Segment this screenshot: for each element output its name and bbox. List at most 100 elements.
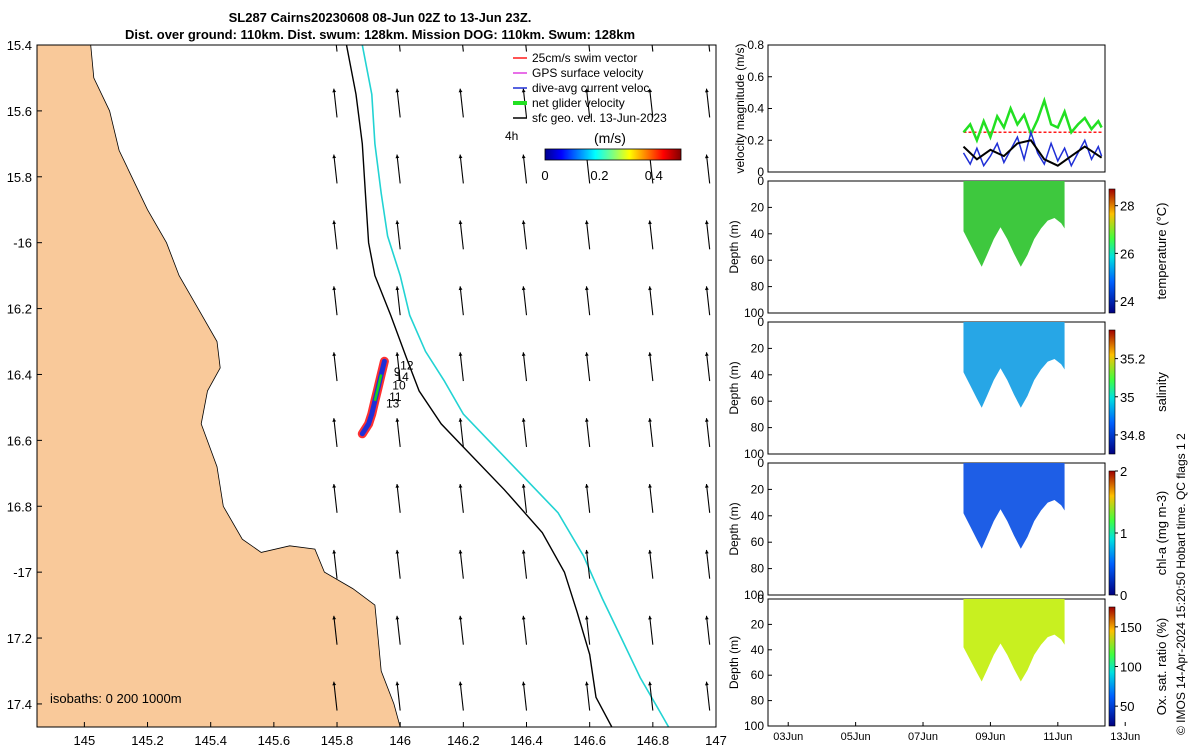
current-vector-head xyxy=(648,23,652,27)
map-x-tick-label: 145 xyxy=(74,733,96,748)
chla-profile-field xyxy=(963,463,1065,549)
current-vector xyxy=(396,483,401,513)
current-vector xyxy=(585,220,591,250)
current-vector xyxy=(649,615,654,645)
chla-colorbar-tick-label: 2 xyxy=(1120,464,1127,479)
current-vector-head xyxy=(648,615,652,620)
salinity-colorbar-label: salinity xyxy=(1154,372,1169,412)
current-vector xyxy=(522,483,528,513)
current-vector-head xyxy=(584,549,589,554)
current-vector xyxy=(705,154,711,184)
coastline-land xyxy=(37,45,401,727)
map-y-tick-label: 15.4 xyxy=(7,38,32,53)
current-vector xyxy=(459,681,464,711)
speed-colorbar-tick: 0.4 xyxy=(645,168,663,183)
current-vector xyxy=(585,286,591,316)
chla-y-axis-label: Depth (m) xyxy=(727,502,741,555)
legend-entry: sfc geo. vel. 13-Jun-2023 xyxy=(532,111,667,125)
current-vector xyxy=(459,615,464,645)
current-vector-head xyxy=(521,352,526,356)
map-y-tick-label: 16.2 xyxy=(7,302,32,317)
current-vector xyxy=(459,220,464,250)
current-vector xyxy=(705,681,711,711)
map-y-tick-label: 16.6 xyxy=(7,433,32,448)
chla-y-tick-label: 100 xyxy=(744,588,764,602)
track-day-label: 12 xyxy=(400,359,414,373)
current-vector-head xyxy=(395,484,400,488)
current-vector-head xyxy=(521,418,526,422)
oxygen-y-tick-label: 80 xyxy=(751,694,765,708)
current-vector xyxy=(459,483,464,513)
temperature-colorbar-tick-label: 24 xyxy=(1120,294,1134,309)
current-vector xyxy=(705,352,711,382)
current-vector-head xyxy=(332,615,337,620)
current-vector-head xyxy=(395,286,400,291)
oxygen-colorbar-tick-label: 150 xyxy=(1120,620,1142,635)
current-vector-head xyxy=(332,220,337,225)
oxygen-y-axis-label: Depth (m) xyxy=(727,636,741,689)
oxygen-y-tick-label: 100 xyxy=(744,719,764,733)
map-y-tick-label: 15.8 xyxy=(7,170,32,185)
current-vector-head xyxy=(704,484,709,488)
current-vector xyxy=(333,154,338,184)
current-vector xyxy=(705,220,711,250)
current-vector xyxy=(585,483,591,513)
current-vector xyxy=(705,483,711,513)
current-vector-head xyxy=(458,484,463,488)
current-vector-head xyxy=(459,23,463,27)
map-x-tick-label: 146.4 xyxy=(510,733,543,748)
current-vector xyxy=(705,418,711,448)
current-vector xyxy=(396,681,401,711)
current-vector-head xyxy=(395,352,400,356)
salinity-y-tick-label: 80 xyxy=(751,421,765,435)
current-vector xyxy=(396,352,401,382)
map-y-tick-label: 15.6 xyxy=(7,104,32,119)
oxygen-y-tick-label: 20 xyxy=(751,617,765,631)
current-vector-head xyxy=(521,484,526,488)
current-vector xyxy=(585,615,591,645)
current-vector-head xyxy=(584,286,589,291)
oxygen-colorbar-tick-label: 50 xyxy=(1120,699,1134,714)
current-vector xyxy=(522,681,528,711)
current-vector xyxy=(333,615,338,645)
chla-y-tick-label: 40 xyxy=(751,509,765,523)
salinity-profile-field xyxy=(963,322,1065,408)
glider-track-green xyxy=(373,374,383,402)
map-y-tick-label: -17 xyxy=(13,565,32,580)
current-vector-head xyxy=(648,352,652,356)
current-vector xyxy=(396,220,401,250)
current-vector-head xyxy=(704,154,709,159)
speed-colorbar-tick: 0 xyxy=(541,168,548,183)
current-vector-head xyxy=(584,484,589,488)
oxygen-colorbar xyxy=(1108,606,1116,727)
salinity-y-tick-label: 60 xyxy=(751,394,765,408)
temperature-colorbar-tick-label: 26 xyxy=(1120,246,1134,261)
temperature-y-tick-label: 80 xyxy=(751,280,765,294)
current-vector-head xyxy=(458,615,463,620)
current-vector-head xyxy=(458,681,463,686)
chla-y-tick-label: 60 xyxy=(751,535,765,549)
current-vector xyxy=(522,418,528,448)
current-vector xyxy=(522,220,528,250)
current-vector xyxy=(459,286,464,316)
chla-colorbar-label: chl-a (mg m-3) xyxy=(1154,491,1169,576)
map-frame xyxy=(36,44,717,728)
current-vector-head xyxy=(648,484,652,488)
current-vector-head xyxy=(521,681,526,686)
velocity-y-tick-label: 0.4 xyxy=(747,102,764,116)
current-vector xyxy=(522,286,528,316)
map-y-tick-label: 17.4 xyxy=(7,697,32,712)
current-vector xyxy=(333,418,338,448)
velocity-series-line xyxy=(962,139,1103,167)
oxygen-colorbar-tick-label: 100 xyxy=(1120,660,1142,675)
current-vector-head xyxy=(648,418,652,422)
chart-title-line2: Dist. over ground: 110km. Dist. swum: 12… xyxy=(124,27,636,42)
map-x-tick-label: 145.2 xyxy=(131,733,164,748)
current-vector xyxy=(396,418,401,448)
time-x-tick-label: 11Jun xyxy=(1043,731,1072,743)
current-vector-head xyxy=(522,23,526,27)
temperature-y-axis-label: Depth (m) xyxy=(727,220,741,273)
salinity-y-tick-label: 20 xyxy=(751,341,765,355)
time-x-tick-label: 05Jun xyxy=(841,731,871,743)
velocity-y-tick-label: 0.6 xyxy=(747,70,764,84)
